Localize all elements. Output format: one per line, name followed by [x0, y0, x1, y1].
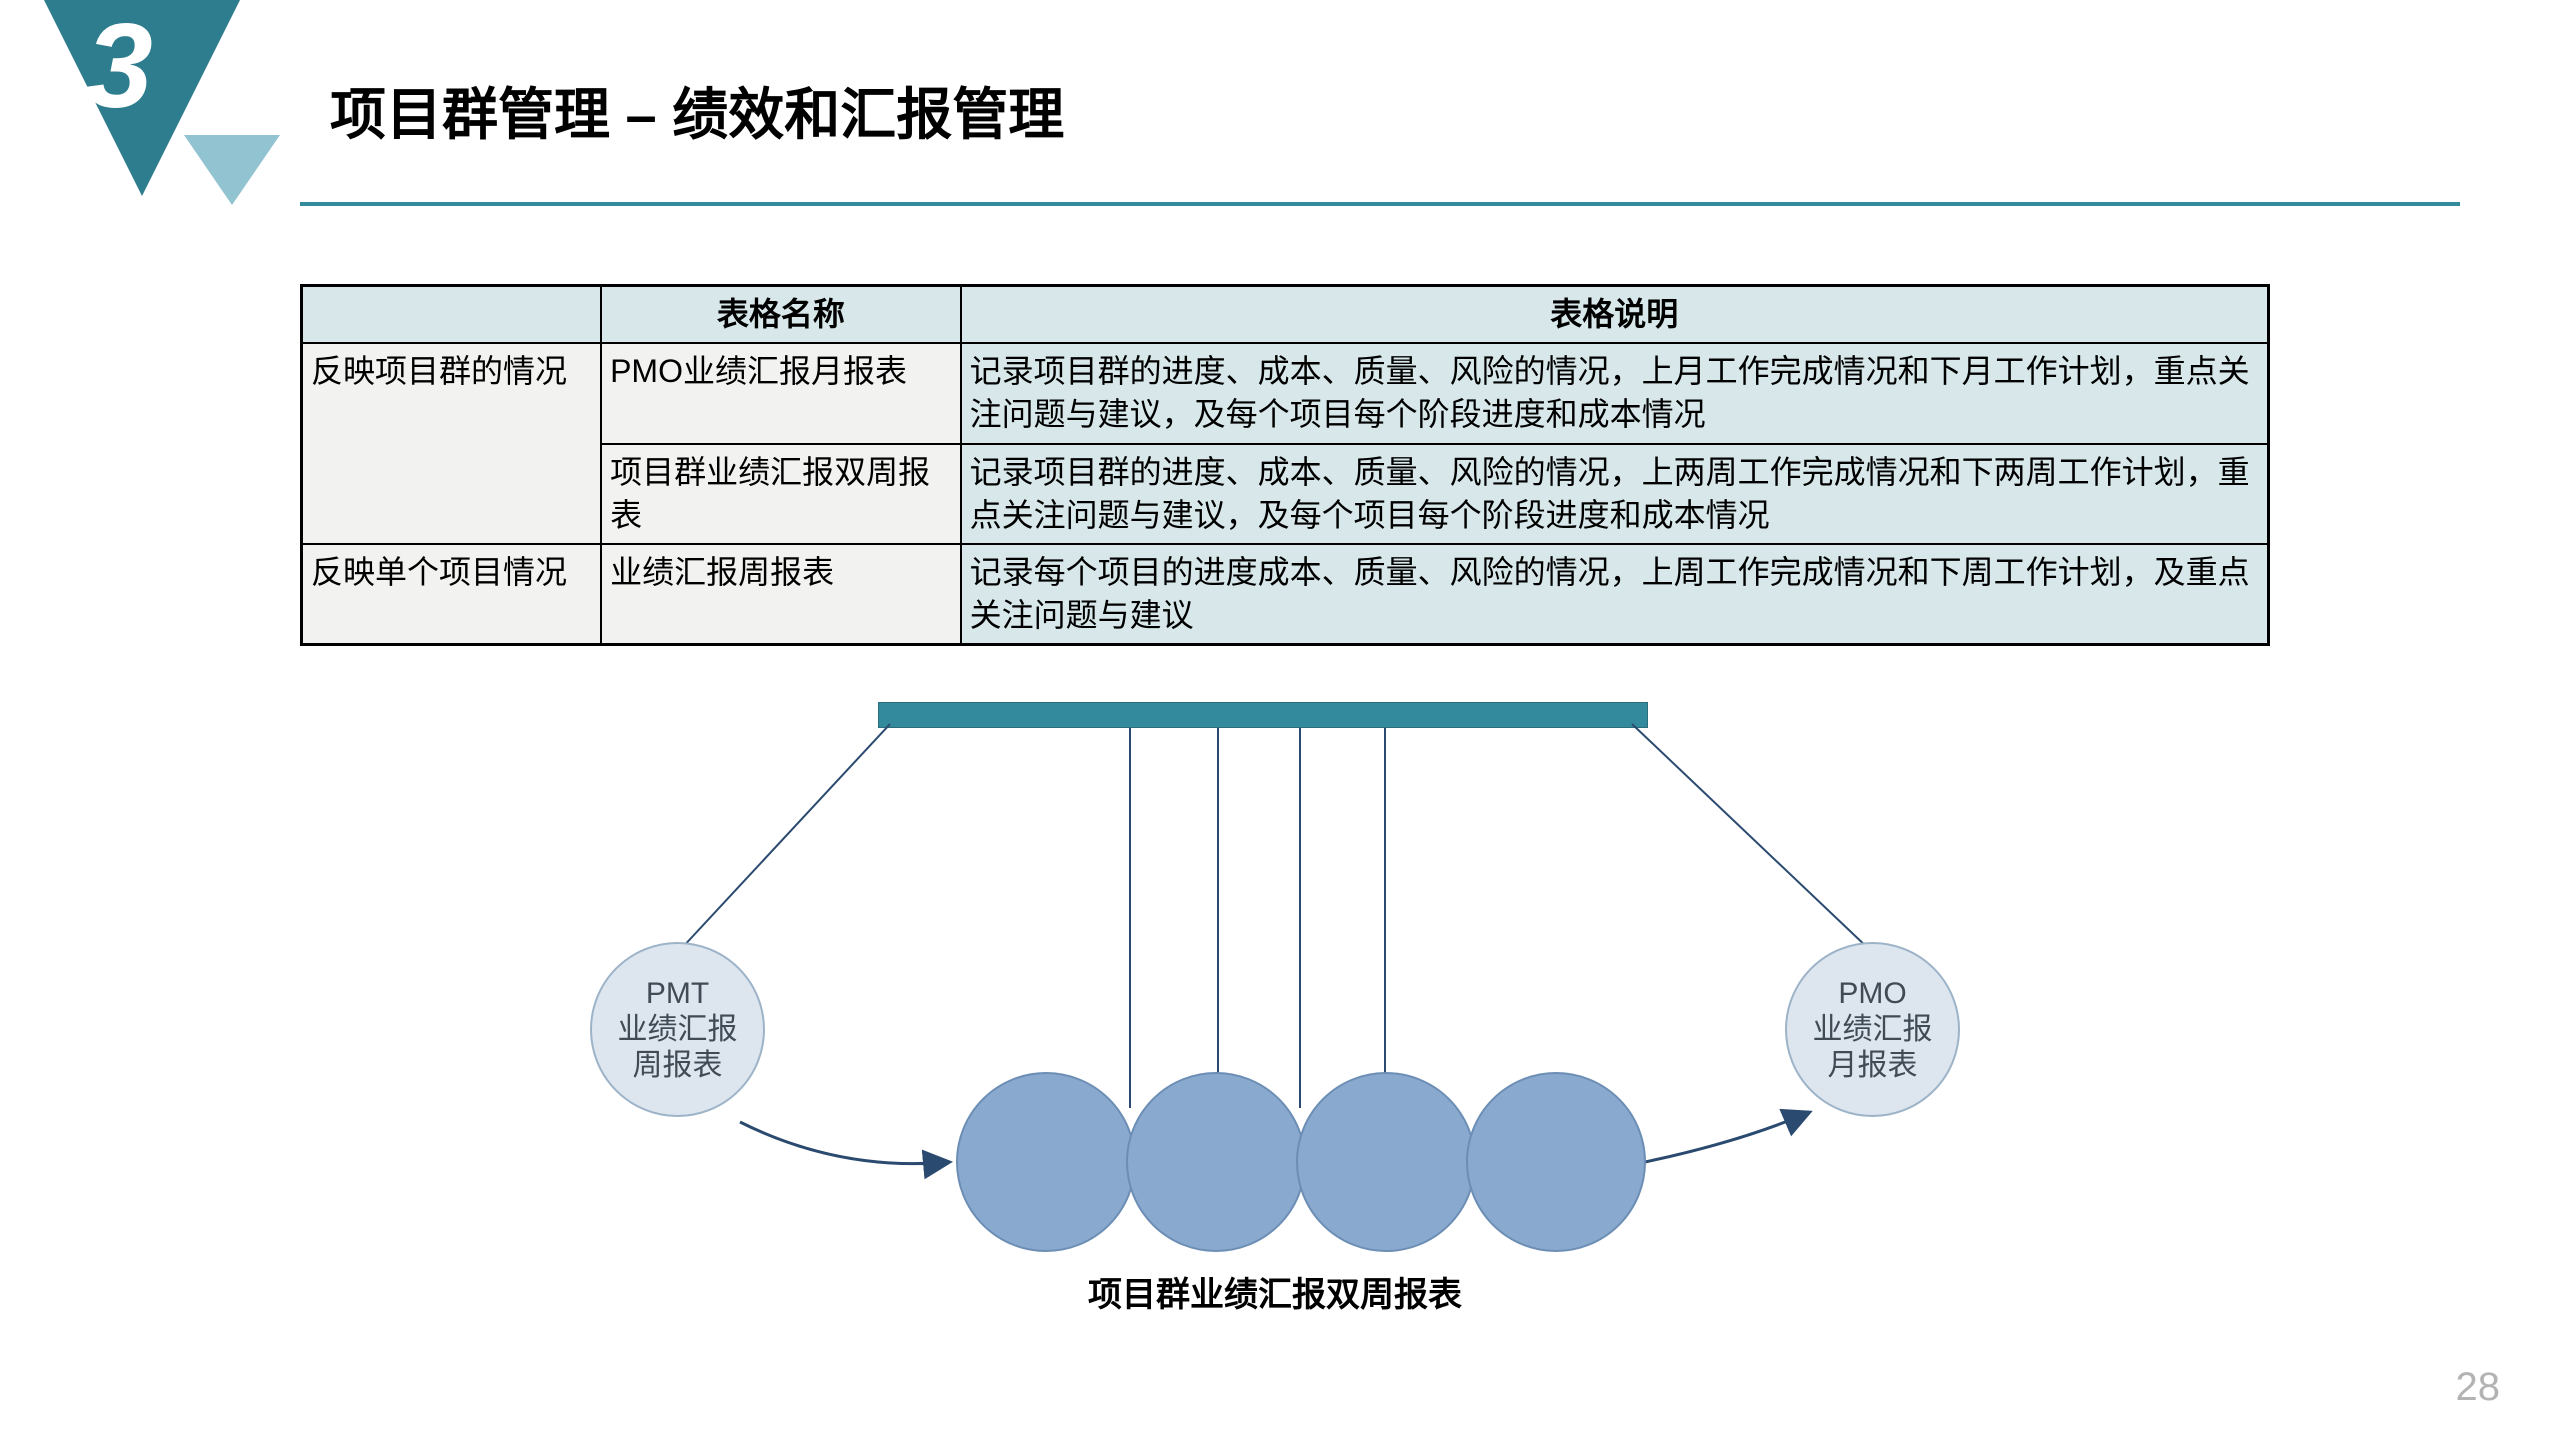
table-cell-desc: 记录项目群的进度、成本、质量、风险的情况，上月工作完成情况和下月工作计划，重点关…	[961, 343, 2269, 443]
left-report-ball: PMT 业绩汇报 周报表	[590, 942, 765, 1117]
diagram-top-bar	[878, 702, 1648, 728]
table-cell-category: 反映单个项目情况	[302, 544, 602, 645]
ball-label-line: 业绩汇报	[618, 1012, 738, 1048]
ball-label-line: PMO	[1838, 976, 1906, 1012]
pendulum-string	[1384, 728, 1386, 1108]
pendulum-string	[1129, 728, 1131, 1108]
ball-label-line: PMT	[646, 976, 709, 1012]
page-number: 28	[2456, 1365, 2501, 1410]
table-header-row: 表格名称 表格说明	[302, 286, 2269, 344]
table-row: 反映单个项目情况 业绩汇报周报表 记录每个项目的进度成本、质量、风险的情况，上周…	[302, 544, 2269, 645]
table-header-desc: 表格说明	[961, 286, 2269, 344]
table-cell-category: 反映项目群的情况	[302, 343, 602, 544]
table-header-name: 表格名称	[601, 286, 961, 344]
pendulum-ball	[1126, 1072, 1306, 1252]
table-cell-name: 业绩汇报周报表	[601, 544, 961, 645]
table-cell-desc: 记录每个项目的进度成本、质量、风险的情况，上周工作完成情况和下周工作计划，及重点…	[961, 544, 2269, 645]
pendulum-string	[1299, 728, 1301, 1108]
page-title: 项目群管理 – 绩效和汇报管理	[330, 70, 1064, 151]
table-row: 反映项目群的情况 PMO业绩汇报月报表 记录项目群的进度、成本、质量、风险的情况…	[302, 343, 2269, 443]
ball-label-line: 业绩汇报	[1813, 1012, 1933, 1048]
table-cell-desc: 记录项目群的进度、成本、质量、风险的情况，上两周工作完成情况和下两周工作计划，重…	[961, 444, 2269, 544]
title-underline	[300, 202, 2460, 206]
pendulum-string	[1217, 728, 1219, 1108]
pendulum-diagram: PMT 业绩汇报 周报表 PMO 业绩汇报 月报表 项目群业绩汇报双周报表	[590, 702, 1960, 1282]
report-types-table: 表格名称 表格说明 反映项目群的情况 PMO业绩汇报月报表 记录项目群的进度、成…	[300, 284, 2270, 646]
pendulum-ball	[1296, 1072, 1476, 1252]
section-number: 3	[86, 6, 153, 126]
table-header-blank	[302, 286, 602, 344]
header-triangle-small	[184, 135, 280, 205]
pendulum-ball	[1466, 1072, 1646, 1252]
right-report-ball: PMO 业绩汇报 月报表	[1785, 942, 1960, 1117]
ball-label-line: 月报表	[1828, 1048, 1918, 1084]
diagram-caption: 项目群业绩汇报双周报表	[590, 1267, 1960, 1316]
table-cell-name: 项目群业绩汇报双周报表	[601, 444, 961, 544]
ball-label-line: 周报表	[633, 1048, 723, 1084]
pendulum-ball	[956, 1072, 1136, 1252]
table-cell-name: PMO业绩汇报月报表	[601, 343, 961, 443]
